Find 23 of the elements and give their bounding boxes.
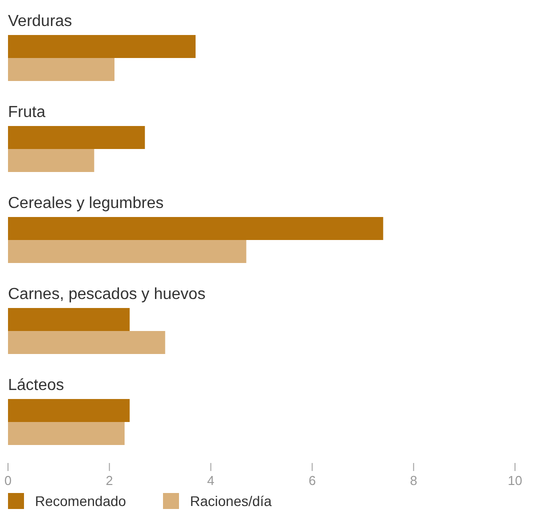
bar	[8, 149, 94, 172]
legend-label: Recomendado	[35, 493, 126, 509]
y-tick-label: Fruta	[8, 104, 46, 121]
bar	[8, 58, 114, 81]
x-tick-label: 2	[106, 473, 114, 488]
bar	[8, 126, 145, 149]
bar	[8, 422, 125, 445]
x-tick-label: 8	[410, 473, 418, 488]
x-tick-label: 0	[4, 473, 12, 488]
y-tick-label: Verduras	[8, 13, 72, 30]
bar	[8, 399, 130, 422]
x-tick-label: 10	[508, 473, 522, 488]
bar	[8, 331, 166, 354]
bar	[8, 240, 246, 263]
x-tick-label: 4	[207, 473, 214, 488]
y-tick-label: Cereales y legumbres	[8, 195, 164, 212]
bar	[8, 35, 196, 58]
y-tick-label: Carnes, pescados y huevos	[8, 286, 206, 303]
x-tick-label: 6	[308, 473, 316, 488]
y-tick-label: Lácteos	[8, 377, 64, 394]
bar	[8, 217, 384, 240]
legend-label: Raciones/día	[190, 493, 272, 509]
bar	[8, 308, 130, 331]
